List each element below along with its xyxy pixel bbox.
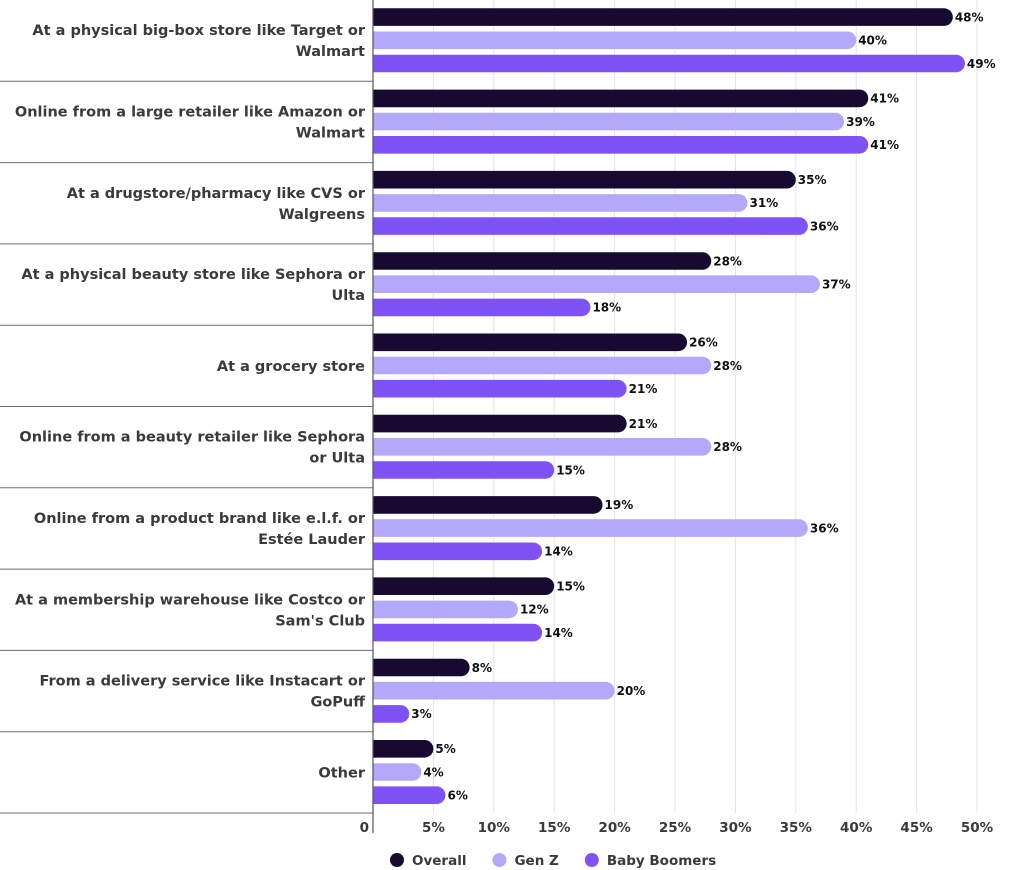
bar-gen-z xyxy=(373,275,820,293)
value-label: 26% xyxy=(689,336,718,350)
legend-swatch xyxy=(492,853,507,867)
category-label: From a delivery service like Instacart o… xyxy=(40,674,366,711)
bar-overall xyxy=(373,170,796,189)
x-tick-label: 45% xyxy=(900,820,933,836)
value-label: 4% xyxy=(423,765,443,779)
x-tick-label: 0 xyxy=(360,820,369,836)
bar-overall xyxy=(373,8,953,26)
value-label: 14% xyxy=(544,545,573,559)
legend: Overall Gen Z Baby Boomers xyxy=(390,853,716,869)
legend-label: Gen Z xyxy=(514,853,559,869)
bar-gen-z xyxy=(373,600,518,619)
category-label: At a grocery store xyxy=(217,359,365,375)
bar-gen-z xyxy=(373,438,712,456)
value-label: 19% xyxy=(605,498,634,512)
bar-gen-z xyxy=(373,763,422,781)
x-tick-label: 10% xyxy=(478,820,511,836)
value-label: 49% xyxy=(967,57,996,71)
value-label: 5% xyxy=(435,742,455,756)
grid-lines xyxy=(432,0,978,813)
category-label: At a physical big-box store like Target … xyxy=(32,23,365,60)
legend-label: Overall xyxy=(412,853,466,869)
value-label: 8% xyxy=(472,661,492,675)
bar-gen-z xyxy=(373,194,748,212)
bar-baby-boomers xyxy=(373,786,446,804)
bar-gen-z xyxy=(373,112,845,131)
value-label: 15% xyxy=(556,463,585,477)
value-label: 35% xyxy=(798,173,827,187)
x-tick-label: 35% xyxy=(780,820,813,836)
value-label: 36% xyxy=(810,219,839,233)
value-label: 3% xyxy=(411,707,431,721)
bar-overall xyxy=(373,89,869,108)
bar-overall xyxy=(373,496,603,514)
category-label: Other xyxy=(318,765,365,781)
value-label: 12% xyxy=(520,603,549,617)
category-label: Online from a product brand like e.l.f. … xyxy=(34,511,366,548)
value-label: 31% xyxy=(749,196,778,210)
bar-baby-boomers xyxy=(373,461,555,479)
bar-baby-boomers xyxy=(373,705,410,723)
category-label: Online from a large retailer like Amazon… xyxy=(15,104,366,141)
value-label: 21% xyxy=(629,382,658,396)
value-label: 18% xyxy=(592,301,621,315)
x-tick-label: 5% xyxy=(422,820,445,836)
bar-baby-boomers xyxy=(373,298,591,317)
bar-baby-boomers xyxy=(373,623,543,642)
bars xyxy=(373,8,965,804)
category-label: At a membership warehouse like Costco or… xyxy=(15,592,366,629)
bar-overall xyxy=(373,577,555,595)
legend-swatch xyxy=(584,853,599,867)
value-label: 48% xyxy=(955,10,984,24)
bar-overall xyxy=(373,333,688,352)
value-label: 41% xyxy=(870,138,899,152)
category-label: Online from a beauty retailer like Sepho… xyxy=(19,430,365,467)
bar-overall xyxy=(373,740,434,758)
value-label: 36% xyxy=(810,521,839,535)
bar-gen-z xyxy=(373,681,615,700)
bar-baby-boomers xyxy=(373,217,808,235)
value-label: 41% xyxy=(870,92,899,106)
value-label: 39% xyxy=(846,115,875,129)
bar-baby-boomers xyxy=(373,136,869,154)
category-separators xyxy=(0,80,373,814)
category-labels: At a physical big-box store like Target … xyxy=(15,23,366,781)
value-label: 15% xyxy=(556,580,585,594)
bar-overall xyxy=(373,414,627,433)
value-labels: 48% 40% 49% 41% 39% 41% 35% 31% 36% 28% 37% 18% 26% 2… xyxy=(411,10,995,802)
bar-overall xyxy=(373,658,470,677)
value-label: 20% xyxy=(617,684,646,698)
value-label: 14% xyxy=(544,626,573,640)
value-label: 28% xyxy=(713,254,742,268)
value-label: 40% xyxy=(858,34,887,48)
value-label: 21% xyxy=(629,417,658,431)
x-tick-label: 50% xyxy=(961,820,994,836)
bar-baby-boomers xyxy=(373,542,543,561)
value-label: 28% xyxy=(713,440,742,454)
bar-gen-z xyxy=(373,519,808,537)
category-label: At a physical beauty store like Sephora … xyxy=(21,267,365,304)
bar-baby-boomers xyxy=(373,54,965,73)
x-tick-label: 40% xyxy=(840,820,873,836)
legend-swatch xyxy=(390,853,404,867)
bar-baby-boomers xyxy=(373,379,627,398)
x-tick-label: 20% xyxy=(598,820,631,836)
legend-label: Baby Boomers xyxy=(607,853,716,869)
bar-overall xyxy=(373,252,712,270)
value-label: 37% xyxy=(822,278,851,292)
bar-gen-z xyxy=(373,356,712,375)
x-tick-label: 30% xyxy=(719,820,752,836)
value-label: 6% xyxy=(447,789,467,803)
bar-gen-z xyxy=(373,31,857,50)
x-tick-label: 25% xyxy=(659,820,692,836)
x-tick-label: 15% xyxy=(538,820,571,836)
category-label: At a drugstore/pharmacy like CVS or Walgr… xyxy=(67,186,366,223)
value-label: 28% xyxy=(713,359,742,373)
x-axis-ticks: 0 5% 10% 15% 20% 25% 30% 35% 40% 45% 50% xyxy=(360,820,994,836)
